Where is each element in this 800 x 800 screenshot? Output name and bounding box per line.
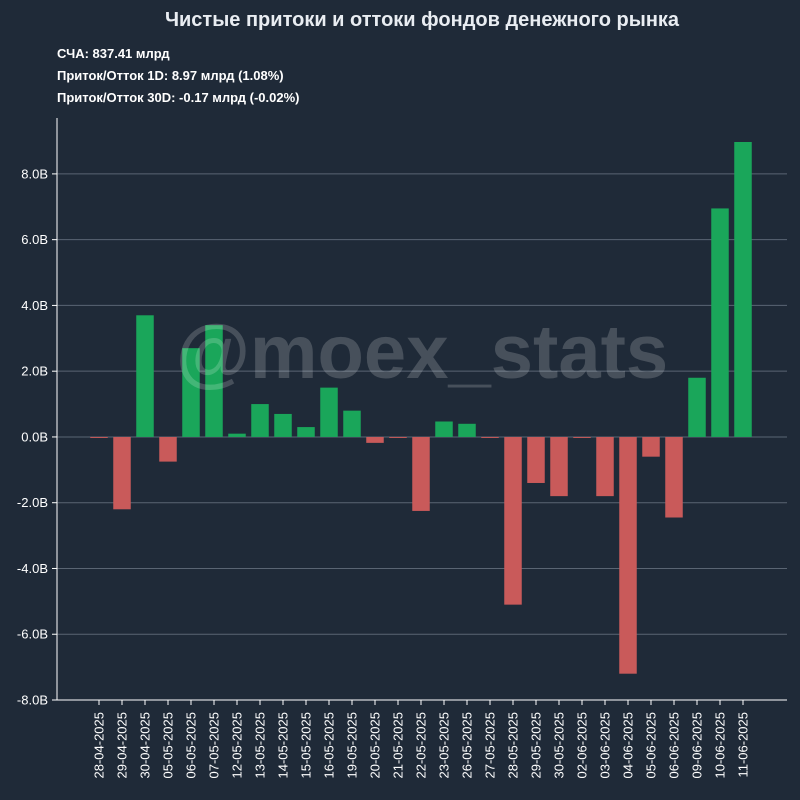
bar [297,427,315,437]
bar [550,436,568,497]
bar [366,436,384,443]
info-nav: СЧА: 837.41 млрд [57,46,170,61]
x-tick-label: 19-05-2025 [345,712,360,779]
info-flow-30d: Приток/Отток 30D: -0.17 млрд (-0.02%) [57,90,300,105]
y-tick-label: -8.0B [17,693,48,708]
y-tick-label: 4.0B [21,298,48,313]
bar [343,410,361,437]
x-tick-label: 16-05-2025 [322,712,337,779]
info-flow-1d: Приток/Отток 1D: 8.97 млрд (1.08%) [57,68,284,83]
x-tick-label: 02-06-2025 [575,712,590,779]
bar [182,348,200,437]
x-tick-label: 11-06-2025 [736,712,751,778]
x-tick-label: 26-05-2025 [460,712,475,779]
x-tick-label: 10-06-2025 [713,712,728,779]
x-tick-label: 30-04-2025 [138,712,153,779]
x-tick-label: 28-05-2025 [506,712,521,779]
x-tick-label: 05-05-2025 [161,712,176,779]
x-axis-ticks: 28-04-2025 29-04-2025 30-04-2025 05-05-2025… [92,700,751,779]
bar [412,436,430,511]
bar [205,325,223,437]
y-tick-label: 8.0B [21,166,48,181]
bar [734,142,752,437]
x-tick-label: 06-05-2025 [184,712,199,779]
bar [481,436,499,438]
x-tick-label: 27-05-2025 [483,712,498,779]
x-tick-label: 21-05-2025 [391,712,406,779]
x-tick-label: 29-04-2025 [115,712,130,779]
y-tick-label: 6.0B [21,232,48,247]
y-tick-label: -4.0B [17,561,48,576]
bar [596,436,614,497]
y-tick-label: 0.0B [21,429,48,444]
bar [113,436,131,510]
x-tick-label: 07-05-2025 [207,712,222,779]
bar [320,387,338,437]
x-tick-label: 15-05-2025 [299,712,314,779]
bars [90,142,752,674]
x-tick-label: 23-05-2025 [437,712,452,779]
bar [642,436,660,457]
bar [159,436,177,462]
x-tick-label: 20-05-2025 [368,712,383,779]
bar [136,315,154,437]
bar [573,436,591,438]
bar [688,377,706,437]
bar [527,436,545,483]
x-tick-label: 04-06-2025 [621,712,636,779]
bar [504,436,522,605]
x-tick-label: 12-05-2025 [230,712,245,779]
x-tick-label: 29-05-2025 [529,712,544,779]
bar [389,436,407,438]
x-tick-label: 22-05-2025 [414,712,429,779]
chart-title: Чистые притоки и оттоки фондов денежного… [165,9,680,31]
x-tick-label: 05-06-2025 [644,712,659,779]
y-tick-label: -2.0B [17,495,48,510]
bar [711,208,729,437]
x-tick-label: 09-06-2025 [690,712,705,779]
y-tick-label: -6.0B [17,627,48,642]
y-tick-label: 2.0B [21,364,48,379]
x-tick-label: 03-06-2025 [598,712,613,779]
bar [435,421,453,437]
bar [458,423,476,437]
bar [665,436,683,518]
y-axis-ticks: -8.0B -6.0B -4.0B -2.0B 0.0B 2.0B 4.0B 6.0B 8.0B [17,166,57,708]
x-tick-label: 30-05-2025 [552,712,567,779]
bar [274,413,292,437]
x-tick-label: 13-05-2025 [253,712,268,779]
axes [56,118,787,701]
x-tick-label: 14-05-2025 [276,712,291,779]
bar [619,436,637,674]
bar [228,433,246,437]
x-tick-label: 06-06-2025 [667,712,682,779]
x-tick-label: 28-04-2025 [92,712,107,779]
bar [251,404,269,437]
bar [90,436,108,438]
watermark: @moex_stats [176,310,668,395]
